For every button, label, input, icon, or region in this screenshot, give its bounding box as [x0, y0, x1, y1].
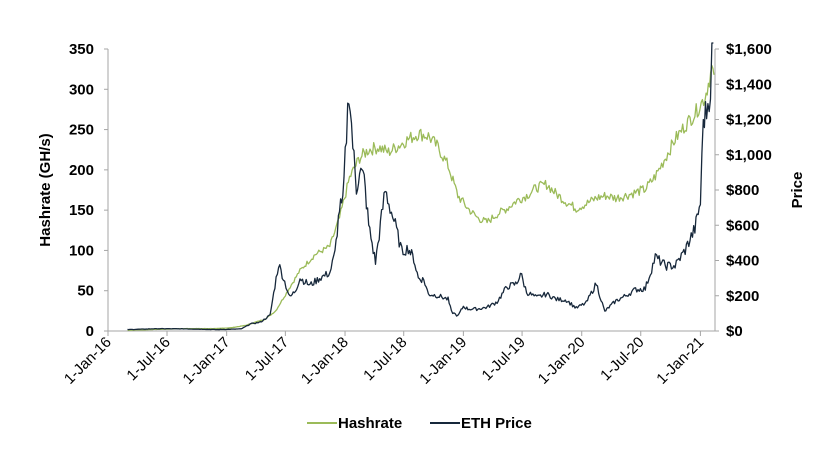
y-left-tick-label: 300 [69, 81, 94, 98]
x-tick-label: 1-Jul-16 [123, 334, 173, 384]
y-left-tick-label: 0 [86, 323, 94, 340]
y-left-tick-label: 150 [69, 202, 94, 219]
x-tick-label: 1-Jul-17 [242, 334, 292, 384]
x-tick-label: 1-Jan-21 [653, 334, 707, 388]
y-right-tick-label: $200 [726, 288, 759, 305]
legend: Hashrate ETH Price [307, 415, 532, 432]
y-left-tick-label: 350 [69, 41, 94, 58]
x-tick-label: 1-Jan-16 [61, 334, 115, 388]
y-left-tick-label: 200 [69, 162, 94, 179]
y-axis-right-title: Price [789, 172, 806, 209]
legend-label: Hashrate [338, 415, 402, 432]
y-right-tick-label: $800 [726, 182, 759, 199]
legend-label: ETH Price [461, 415, 532, 432]
tick-labels-layer: 0 50 100 150 200 250 300 350 $0 $200 $400 $600 $800 $… [61, 41, 772, 388]
x-tick-label: 1-Jan-19 [416, 334, 470, 388]
y-axis-left-title: Hashrate (GH/s) [37, 133, 54, 246]
y-right-tick-label: $1,200 [726, 112, 772, 129]
x-tick-label: 1-Jul-19 [479, 334, 529, 384]
series-line-hashrate [127, 64, 715, 331]
x-tick-label: 1-Jan-20 [535, 334, 589, 388]
y-right-tick-label: $1,000 [726, 147, 772, 164]
axes-layer [104, 48, 719, 336]
x-tick-label: 1-Jan-17 [180, 334, 234, 388]
y-right-tick-label: $1,600 [726, 41, 772, 58]
x-tick-label: 1-Jul-20 [597, 334, 647, 384]
x-tick-label: 1-Jul-18 [360, 334, 410, 384]
y-left-tick-label: 50 [77, 283, 94, 300]
y-left-tick-label: 100 [69, 242, 94, 259]
series-line-eth-price [127, 42, 714, 331]
y-right-tick-label: $600 [726, 217, 759, 234]
x-tick-label: 1-Jan-18 [298, 334, 352, 388]
series-layer [127, 42, 715, 331]
y-left-tick-label: 250 [69, 122, 94, 139]
y-right-tick-label: $400 [726, 253, 759, 270]
y-right-tick-label: $0 [726, 323, 743, 340]
y-right-tick-label: $1,400 [726, 76, 772, 93]
